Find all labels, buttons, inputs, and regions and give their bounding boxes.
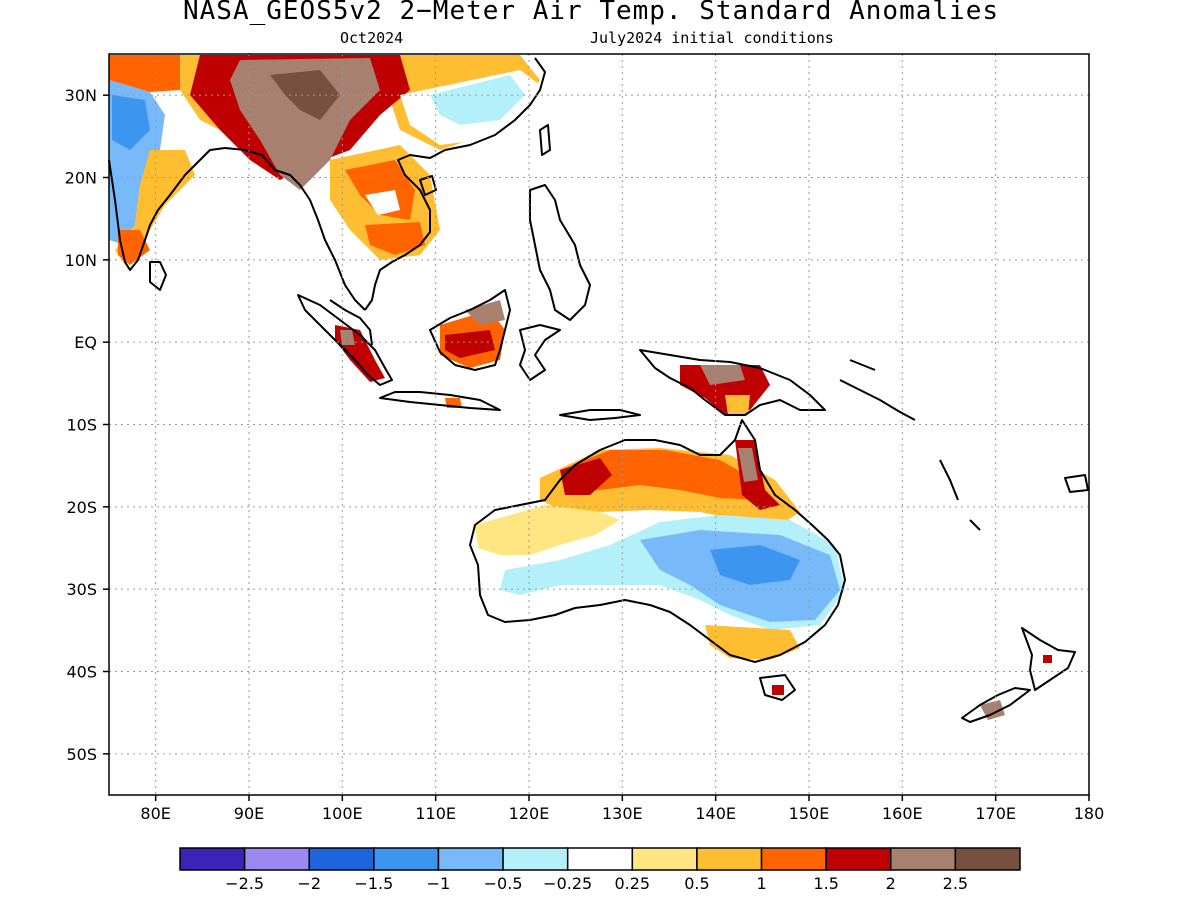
coastline-bay-of-bengal (224, 147, 366, 311)
lon-tick-label: 170E (975, 804, 1016, 823)
colorbar: −2.5 −2 −1.5 −1 −0.5 −0.25 0.25 0.5 1 1.5 2 2.5 (179, 847, 1021, 893)
colorbar-swatch (243, 847, 310, 871)
lat-tick-label: 20S (66, 498, 97, 517)
coastline-vanuatu (939, 459, 981, 531)
coastline-indochina (364, 149, 446, 311)
colorbar-swatch (566, 847, 634, 871)
colorbar-label: −1 (427, 874, 451, 893)
anomaly-patch (772, 685, 784, 695)
coastline-new-zealand-north (1021, 627, 1076, 691)
colorbar-swatch (825, 847, 892, 871)
colorbar-label: −0.5 (484, 874, 523, 893)
anomaly-patch (700, 365, 745, 385)
anomaly-patch (710, 545, 800, 585)
coastline-java (379, 391, 501, 411)
colorbar-label: −1.5 (354, 874, 393, 893)
anomaly-patch (340, 330, 355, 345)
colorbar-swatch (179, 847, 246, 871)
lon-tick-label: 80E (140, 804, 170, 823)
coastline-solomons (839, 359, 916, 421)
lat-tick-label: 40S (66, 663, 97, 682)
anomaly-patch (725, 395, 750, 415)
anomaly-patch (445, 330, 495, 358)
coastline-new-zealand-south (961, 687, 1031, 723)
lat-tick-label: 30S (66, 580, 97, 599)
anomaly-patch (738, 448, 758, 482)
anomaly-patch (365, 190, 400, 215)
colorbar-swatch (696, 847, 763, 871)
colorbar-swatch (631, 847, 698, 871)
colorbar-swatch (373, 847, 440, 871)
initial-conditions: July2024 initial conditions (590, 29, 834, 47)
coastline-sumatra (297, 294, 393, 386)
coastlines (108, 57, 1089, 723)
coastline-australia (469, 419, 846, 663)
lat-lon-grid (109, 54, 1089, 795)
anomaly-patch (475, 505, 620, 555)
map-frame (108, 53, 1090, 796)
colorbar-label: 1 (756, 874, 766, 893)
colorbar-label: 1.5 (813, 874, 838, 893)
map-title: NASA_GEOS5v2 2−Meter Air Temp. Standard … (182, 0, 999, 26)
colorbar-swatch (502, 847, 569, 871)
anomaly-patch (560, 450, 760, 500)
colorbar-swatch (890, 847, 957, 871)
anomaly-patch (365, 222, 425, 255)
colorbar-label: 2 (886, 874, 896, 893)
lon-tick-label: 150E (789, 804, 830, 823)
coastline-fiji (1064, 474, 1089, 493)
coastline-tasmania (759, 674, 796, 701)
colorbar-label: −2.5 (225, 874, 264, 893)
lat-tick-label: 50S (66, 745, 97, 764)
anomaly-patch (1043, 655, 1052, 663)
lon-tick-label: 160E (882, 804, 923, 823)
lon-tick-label: 100E (322, 804, 363, 823)
anomaly-patch (705, 625, 800, 660)
lon-tick-label: 180 (1074, 804, 1105, 823)
colorbar-swatch (437, 847, 504, 871)
colorbar-swatch (308, 847, 375, 871)
anomaly-patch (270, 70, 340, 120)
coastline-china (444, 57, 546, 151)
anomaly-patch (465, 300, 505, 325)
coastline-new-guinea (639, 349, 826, 416)
lon-tick-label: 130E (602, 804, 643, 823)
lon-tick-label: 90E (234, 804, 264, 823)
colorbar-swatch (760, 847, 827, 871)
lat-tick-label: 10S (66, 416, 97, 435)
coastline-timor (559, 409, 641, 421)
anomaly-patch (420, 55, 480, 85)
colorbar-label: 0.25 (614, 874, 650, 893)
colorbar-label: −0.25 (543, 874, 592, 893)
colorbar-label: −2 (297, 874, 321, 893)
lon-tick-label: 140E (695, 804, 736, 823)
anomaly-field (109, 55, 1052, 720)
anomaly-patch (118, 230, 150, 265)
lat-tick-label: 10N (65, 251, 97, 270)
lat-tick-label: 30N (65, 86, 97, 105)
colorbar-label: 0.5 (684, 874, 709, 893)
lon-tick-label: 120E (509, 804, 550, 823)
anomaly-patch (980, 700, 1005, 720)
anomaly-patch (112, 95, 150, 150)
lon-tick-label: 110E (415, 804, 456, 823)
lat-tick-label: EQ (74, 333, 97, 352)
coastline-borneo (429, 289, 511, 371)
coastline-sulawesi (519, 324, 561, 381)
coastline-taiwan (539, 124, 551, 156)
coastline-philippines (529, 184, 591, 321)
coastline-malay-peninsula (329, 299, 373, 346)
axis-labels: 30N 20N 10N EQ 10S 20S 30S 40S 50S 80E 90E 100E 110E… (65, 86, 1105, 823)
colorbar-label: 2.5 (943, 874, 968, 893)
colorbar-swatch (954, 847, 1021, 871)
anomaly-patch (430, 75, 525, 125)
coastline-india (108, 147, 226, 271)
forecast-month: Oct2024 (340, 29, 404, 47)
coastline-sri-lanka (149, 261, 167, 291)
lat-tick-label: 20N (65, 169, 97, 188)
